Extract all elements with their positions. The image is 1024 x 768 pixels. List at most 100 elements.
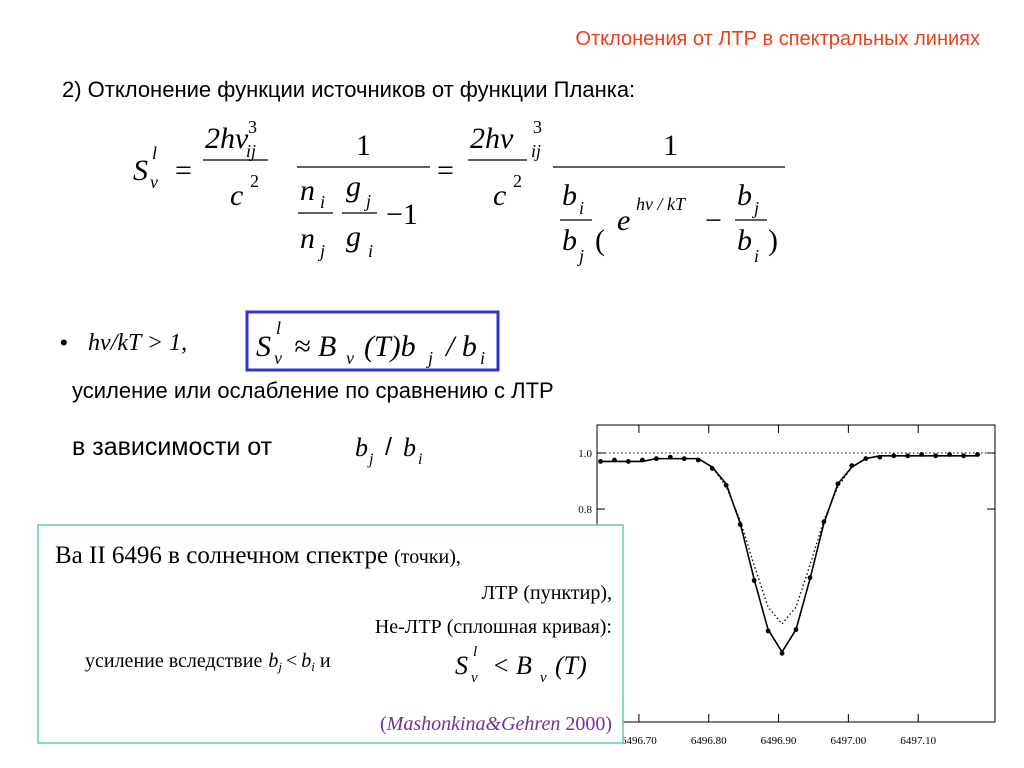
math: b	[355, 433, 368, 462]
citation-text: 2000)	[565, 713, 612, 735]
math: и	[320, 650, 331, 672]
data-point	[612, 457, 617, 463]
math: b	[268, 650, 278, 672]
math: S	[133, 154, 148, 187]
math: =	[175, 154, 192, 187]
math: e	[617, 204, 630, 237]
math: 1	[356, 129, 371, 162]
math: j	[364, 191, 371, 211]
data-point	[919, 452, 925, 457]
data-point	[975, 452, 980, 457]
math: c	[493, 179, 506, 212]
caption-line: усиление вследствие bj < bi и	[85, 650, 331, 674]
data-point	[933, 453, 939, 459]
data-point	[626, 459, 631, 464]
math: j	[318, 241, 325, 261]
data-point	[877, 454, 883, 460]
depend-text: в зависимости от	[72, 433, 273, 461]
math: ν	[274, 348, 282, 368]
math: ν	[471, 670, 478, 686]
data-point	[835, 481, 841, 487]
math: c	[230, 179, 243, 212]
math: i	[418, 451, 422, 468]
math: i	[320, 192, 325, 212]
math: 3	[248, 117, 257, 137]
math: j	[367, 451, 374, 468]
caption-line: Ba II 6496 в солнечном спектре (точки),	[55, 542, 461, 569]
boxed-formula: S l ν ≈ B ν (T)b j / b i	[256, 318, 485, 368]
y-tick-label: 0.8	[578, 504, 592, 516]
condition: hν/kT > 1,	[88, 330, 187, 356]
math: b	[403, 433, 416, 462]
citation-text: Mashonkina&Gehren	[386, 713, 561, 735]
data-point	[681, 456, 687, 462]
math: 3	[533, 117, 542, 137]
x-tick-label: 6497.10	[900, 735, 936, 747]
math: 2hν	[470, 122, 514, 155]
math: −	[705, 204, 722, 237]
ratio: b j / b i	[355, 433, 422, 468]
caption-box: Ba II 6496 в солнечном спектре (точки), Л…	[37, 524, 624, 744]
data-point	[695, 457, 701, 463]
highlight-box	[245, 310, 500, 372]
math: (	[595, 224, 605, 257]
math: j	[752, 198, 759, 218]
math: S	[256, 330, 271, 363]
math: ν	[540, 670, 547, 686]
caption-line: ЛТР (пунктир),	[481, 582, 612, 604]
math: i	[368, 241, 373, 261]
math: ij	[531, 141, 541, 161]
math: j	[577, 246, 584, 266]
math: b	[301, 650, 311, 672]
plot-frame	[596, 424, 996, 723]
x-tick-label: 6496.90	[761, 735, 797, 747]
math: ν	[346, 348, 354, 368]
math: −1	[386, 198, 418, 231]
math: i	[754, 246, 759, 266]
main-formula: S l ν = 2hν 3 ij c 2 1 n i g j −1 n j g …	[133, 117, 785, 266]
math: ≈ B	[294, 330, 336, 363]
caption-line: Не-ЛТР (сплошная кривая):	[375, 616, 612, 638]
math: <	[286, 650, 297, 672]
math: b	[562, 179, 577, 212]
data-point	[723, 482, 729, 488]
data-point	[807, 575, 813, 581]
caption-frame	[37, 524, 624, 744]
math: 2	[513, 171, 522, 191]
x-tick-label: 6497.00	[830, 735, 866, 747]
math: /	[385, 433, 392, 461]
math: n	[300, 222, 315, 255]
math: hν / kT	[636, 194, 687, 214]
data-point	[737, 522, 743, 527]
math: l	[152, 143, 157, 163]
x-tick-label: 6496.70	[621, 735, 657, 747]
data-point	[765, 628, 771, 634]
math: g	[346, 220, 361, 253]
math: 2hν	[205, 122, 249, 155]
math: =	[437, 154, 454, 187]
math: i	[311, 659, 315, 674]
item-text: 2) Отклонение функции источников от функ…	[62, 77, 635, 102]
data-point	[639, 457, 645, 463]
data-point	[849, 463, 855, 469]
math: i	[480, 348, 485, 368]
math: (T)	[555, 651, 587, 680]
math: 1	[663, 129, 678, 162]
caption-text: Ba II 6496 в солнечном спектре	[55, 542, 388, 569]
data-point	[779, 650, 785, 656]
data-point	[667, 454, 673, 460]
slide-title: Отклонения от ЛТР в спектральных линиях	[575, 28, 980, 50]
citation: (Mashonkina&Gehren 2000)	[380, 713, 612, 735]
effect-text: усиление или ослабление по сравнению с Л…	[72, 378, 554, 403]
math: l	[473, 644, 477, 660]
math: ν	[150, 172, 158, 192]
data-point	[891, 453, 897, 459]
data-point	[751, 578, 757, 583]
math: )	[768, 224, 778, 257]
math: < B	[492, 651, 532, 680]
spectrum-chart: 6496.70 6496.80 6496.90 6497.00 6497.10 1.0 0.…	[578, 424, 996, 747]
math: j	[276, 659, 282, 674]
math: i	[579, 198, 584, 218]
data-point	[863, 456, 869, 462]
